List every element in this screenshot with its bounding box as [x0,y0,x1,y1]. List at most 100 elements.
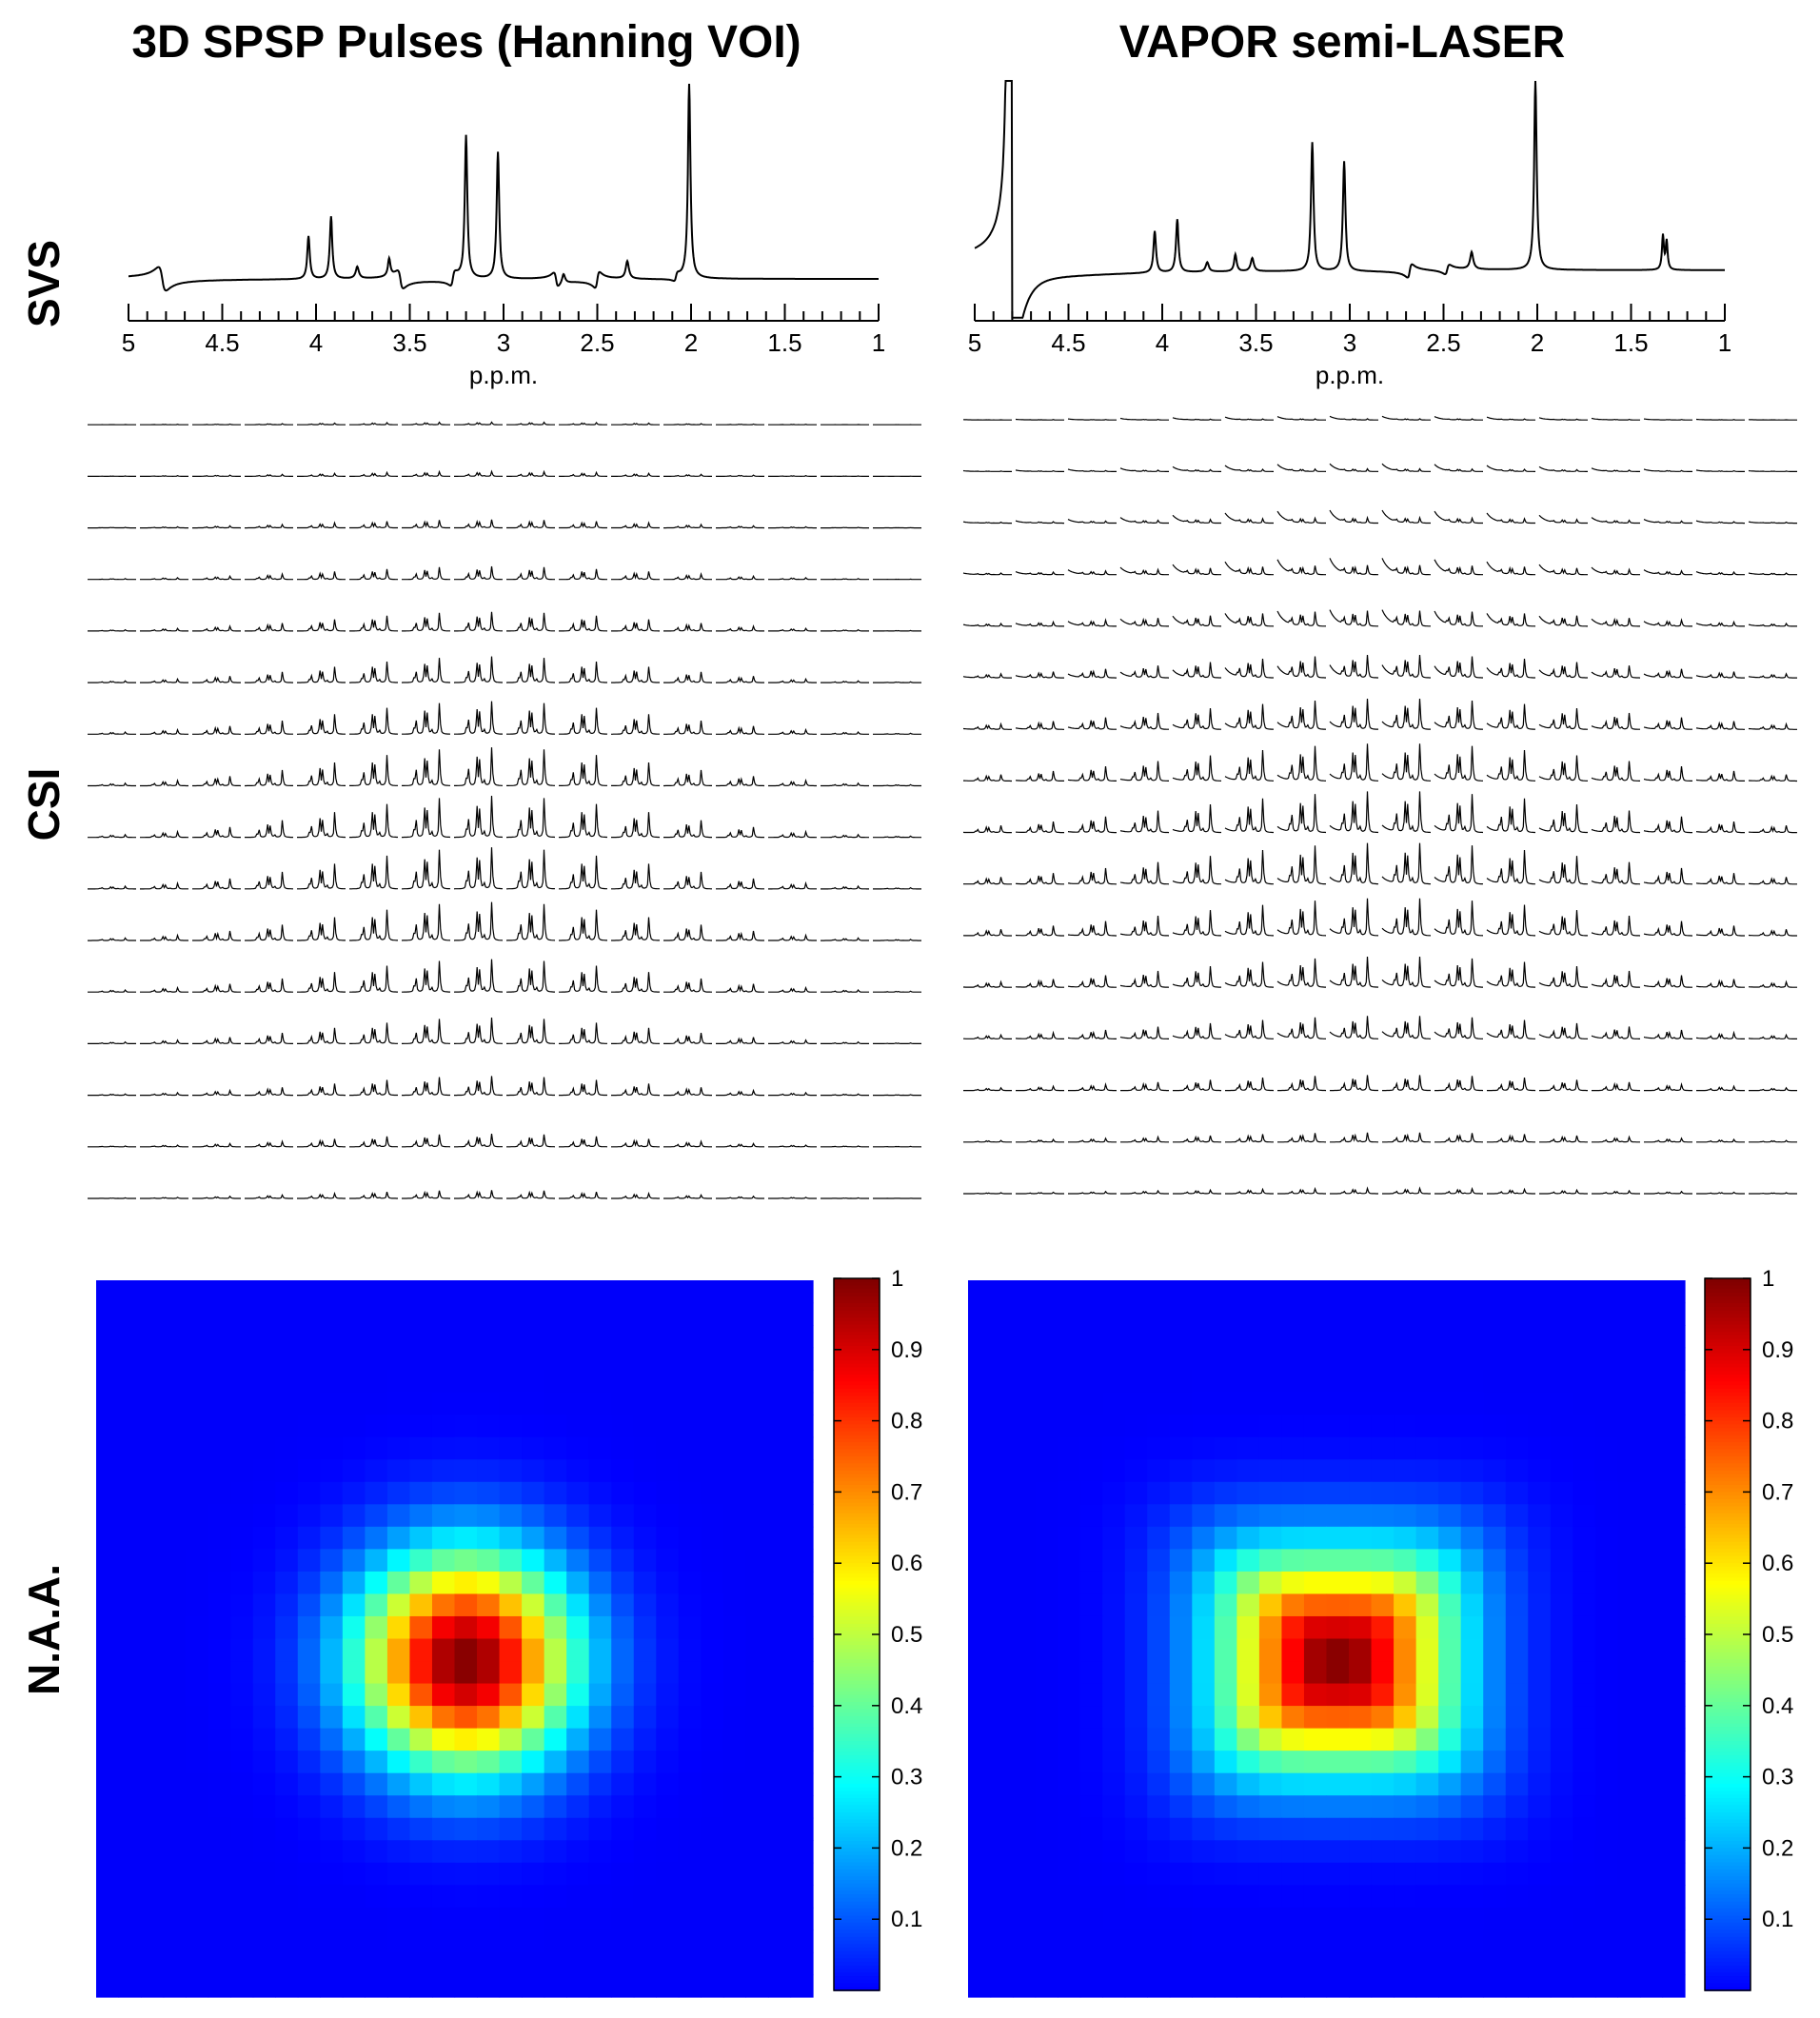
heatmap-cell [163,1840,187,1864]
heatmap-cell [1214,1974,1237,1998]
heatmap-cell [790,1907,814,1931]
csi-voxel-spectrum [873,1094,921,1097]
heatmap-cell [790,1974,814,1998]
heatmap-cell [252,1593,276,1617]
heatmap-cell [722,1772,747,1796]
heatmap-cell [1394,1795,1417,1819]
heatmap-cell [1192,1459,1216,1483]
heatmap-cell [544,1751,567,1774]
heatmap-cell [633,1907,657,1931]
x-tick-label: 1 [1718,328,1731,357]
heatmap-cell [1371,1795,1395,1819]
heatmap-cell [1394,1683,1417,1707]
heatmap-cell [701,1951,724,1976]
heatmap-cell [1505,1615,1529,1640]
heatmap-cell [1147,1504,1171,1528]
heatmap-cell [1460,1772,1484,1796]
csi-voxel-spectrum [1434,794,1484,834]
colorbar-segment [834,1531,880,1536]
heatmap-cell [163,1974,187,1998]
heatmap-cell [990,1415,1014,1438]
heatmap-cell [499,1571,523,1595]
heatmap-cell [701,1772,724,1796]
csi-voxel-spectrum [1119,1026,1169,1039]
heatmap-cell [454,1706,478,1730]
heatmap-cell [722,1751,747,1774]
colorbar-segment [834,1719,880,1725]
heatmap-cell [566,1638,590,1662]
csi-voxel-spectrum [1538,708,1588,730]
csi-voxel-spectrum [1486,561,1535,576]
heatmap-cell [656,1615,680,1640]
heatmap-cell [522,1459,545,1483]
heatmap-cell [320,1347,344,1371]
colorbar-segment [834,1748,880,1753]
heatmap-cell [701,1415,724,1438]
csi-voxel-spectrum [1539,1188,1588,1195]
colorbar-segment [834,1627,880,1632]
colorbar-segment [834,1809,880,1813]
heatmap-cell [1573,1683,1596,1707]
heatmap-cell [522,1929,545,1953]
x-axis-label: p.p.m. [469,361,538,389]
csi-voxel-spectrum [402,749,450,786]
heatmap-cell [1617,1593,1641,1617]
heatmap-cell [1147,1728,1171,1751]
csi-voxel-spectrum [140,525,188,529]
heatmap-cell [1214,1951,1237,1976]
heatmap-cell [186,1817,209,1841]
csi-voxel-spectrum [559,707,608,735]
heatmap-cell [1236,1481,1260,1505]
heatmap-cell [141,1683,165,1707]
colorbar-segment [834,1766,880,1771]
heatmap-cell [297,1862,321,1886]
colorbar-segment [834,1926,880,1931]
heatmap-cell [1079,1728,1103,1751]
csi-voxel-spectrum [1695,1030,1745,1039]
heatmap-cell [386,1571,411,1595]
csi-voxel-spectrum [1224,849,1274,885]
heatmap-cell [1236,1772,1260,1796]
heatmap-cell [1573,1593,1596,1617]
heatmap-cell [1214,1347,1237,1371]
heatmap-cell [1326,1280,1350,1304]
heatmap-cell [186,1571,209,1595]
csi-grid-spsp [88,421,921,1199]
heatmap-cell [230,1392,254,1415]
colorbar-segment [1705,1652,1751,1657]
heatmap-cell [365,1728,388,1751]
heatmap-cell [544,1615,567,1640]
heatmap-cell [320,1571,344,1595]
heatmap-cell [1594,1795,1619,1819]
csi-voxel-spectrum [88,988,136,993]
csi-voxel-spectrum [716,524,765,529]
heatmap-cell [1102,1392,1126,1415]
heatmap-cell [386,1795,411,1819]
heatmap-cell [1573,1549,1596,1573]
colorbar-segment [1705,1470,1751,1475]
heatmap-cell [1617,1549,1641,1573]
heatmap-cell [1639,1436,1664,1460]
csi-voxel-spectrum [1225,1078,1275,1092]
heatmap-cell [1662,1504,1686,1528]
heatmap-cell [1147,1840,1171,1864]
heatmap-cell [566,1706,590,1730]
heatmap-cell [96,1885,120,1909]
heatmap-cell [1281,1795,1305,1819]
heatmap-cell [1058,1907,1081,1931]
heatmap-cell [342,1795,366,1819]
heatmap-cell [745,1885,769,1909]
heatmap-cell [522,1951,545,1976]
heatmap-cell [968,1907,992,1931]
x-tick-label: 3.5 [1238,328,1273,357]
heatmap-cell [96,1728,120,1751]
heatmap-cell [611,1593,635,1617]
heatmap-cell [1394,1459,1417,1483]
heatmap-cell [1662,1862,1686,1886]
heatmap-cell [544,1772,567,1796]
heatmap-cell [656,1481,680,1505]
csi-voxel-spectrum [1486,849,1535,885]
colorbar-segment [1705,1962,1751,1967]
colorbar-segment [1705,1612,1751,1618]
heatmap-cell [1058,1370,1081,1394]
